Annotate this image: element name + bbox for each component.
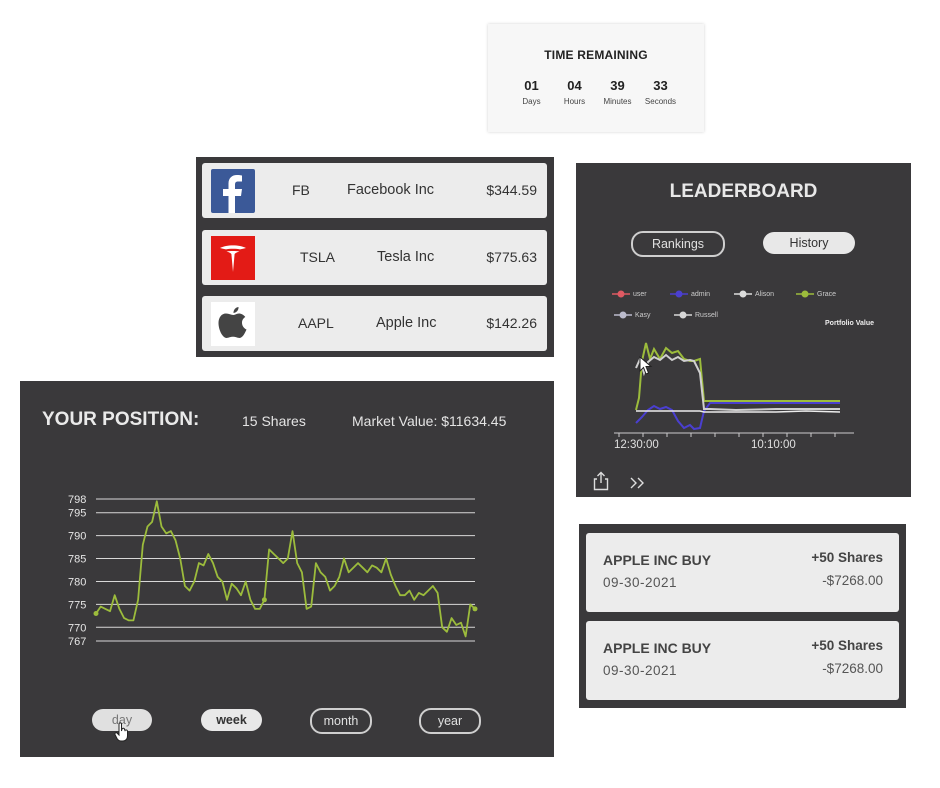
stock-name: Tesla Inc xyxy=(377,249,435,265)
range-day-button[interactable]: day xyxy=(92,709,152,731)
position-panel: YOUR POSITION: 15 Shares Market Value: $… xyxy=(20,381,554,757)
legend-label: Alison xyxy=(755,291,775,298)
stock-price: $142.26 xyxy=(486,315,537,331)
timer-seconds: 33 Seconds xyxy=(639,78,682,106)
legend-alison[interactable]: Alison xyxy=(734,290,774,300)
leaderboard-history-chart xyxy=(614,342,854,437)
legend-russell[interactable]: Russell xyxy=(674,311,718,321)
price-point xyxy=(261,597,267,603)
x-tick-label: 10:10:00 xyxy=(751,439,796,451)
market-value: Market Value: $11634.45 xyxy=(352,413,507,429)
countdown-timer: TIME REMAINING 01 Days 04 Hours 39 Minut… xyxy=(488,24,704,132)
legend-admin[interactable]: admin xyxy=(670,290,710,300)
y-tick-label: 795 xyxy=(68,508,86,520)
trade-amount: -$7268.00 xyxy=(822,573,883,588)
legend-user[interactable]: user xyxy=(612,290,647,300)
timer-units: 01 Days 04 Hours 39 Minutes 33 Seconds xyxy=(510,78,682,106)
legend-label: user xyxy=(633,291,647,298)
stock-row-aapl[interactable]: AAPL Apple Inc $142.26 xyxy=(202,296,547,351)
tesla-icon xyxy=(211,236,255,280)
stock-name: Facebook Inc xyxy=(347,182,435,198)
y-tick-label: 785 xyxy=(68,554,86,566)
legend-label: admin xyxy=(691,291,711,298)
timer-days-value: 01 xyxy=(524,78,539,93)
stock-price: $775.63 xyxy=(486,249,537,265)
price-series-line xyxy=(95,500,476,638)
trade-title: APPLE INC BUY xyxy=(603,640,712,656)
trade-shares: +50 Shares xyxy=(811,638,883,653)
share-icon[interactable] xyxy=(592,471,612,493)
x-tick-label: 12:30:00 xyxy=(614,439,659,451)
stock-row-tsla[interactable]: TSLA Tesla Inc $775.63 xyxy=(202,230,547,285)
trade-date: 09-30-2021 xyxy=(603,575,678,590)
stock-symbol: AAPL xyxy=(298,315,334,331)
leaderboard-panel: LEADERBOARD Rankings History user admin … xyxy=(576,163,911,497)
timer-minutes-value: 39 xyxy=(610,78,625,93)
tab-history[interactable]: History xyxy=(763,232,855,254)
trade-date: 09-30-2021 xyxy=(603,663,678,678)
timer-hours: 04 Hours xyxy=(553,78,596,106)
stock-symbol: FB xyxy=(292,182,310,198)
y-tick-label: 798 xyxy=(68,494,86,506)
timer-hours-label: Hours xyxy=(563,97,586,106)
stock-symbol: TSLA xyxy=(300,249,336,265)
price-point xyxy=(93,611,99,616)
apple-icon xyxy=(211,302,255,346)
trade-title: APPLE INC BUY xyxy=(603,552,712,568)
timer-minutes-label: Minutes xyxy=(603,97,632,106)
trade-shares: +50 Shares xyxy=(811,550,883,565)
range-week-button[interactable]: week xyxy=(201,709,262,731)
range-month-button[interactable]: month xyxy=(310,708,372,734)
stock-price: $344.59 xyxy=(486,182,537,198)
legend-grace[interactable]: Grace xyxy=(796,290,836,300)
timer-title: TIME REMAINING xyxy=(544,48,648,62)
y-tick-label: 780 xyxy=(68,576,86,588)
price-chart: 767 770 775 780 785 790 795 798 xyxy=(68,494,478,648)
series-grace-line xyxy=(635,342,840,411)
leaderboard-title: LEADERBOARD xyxy=(669,181,818,202)
y-tick-label: 775 xyxy=(68,599,86,611)
timer-days: 01 Days xyxy=(510,78,553,106)
y-tick-label: 770 xyxy=(68,622,86,634)
timer-seconds-label: Seconds xyxy=(644,97,677,106)
stock-row-fb[interactable]: FB Facebook Inc $344.59 xyxy=(202,163,547,218)
legend-label: Russell xyxy=(695,312,718,319)
timer-minutes: 39 Minutes xyxy=(596,78,639,106)
stock-list: FB Facebook Inc $344.59 TSLA Tesla Inc $… xyxy=(196,157,554,357)
legend-label: Grace xyxy=(817,291,837,298)
trade-item[interactable]: APPLE INC BUY 09-30-2021 +50 Shares -$72… xyxy=(586,621,899,700)
position-shares: 15 Shares xyxy=(242,413,306,429)
chart-note: Portfolio Value xyxy=(825,320,875,327)
range-year-button[interactable]: year xyxy=(419,708,481,734)
trade-history: APPLE INC BUY 09-30-2021 +50 Shares -$72… xyxy=(579,524,906,708)
series-admin-line xyxy=(635,402,840,431)
tab-rankings[interactable]: Rankings xyxy=(631,231,725,257)
series-russell-line xyxy=(636,410,841,413)
trade-amount: -$7268.00 xyxy=(822,661,883,676)
y-tick-label: 767 xyxy=(68,636,86,648)
legend-label: Kasy xyxy=(635,312,651,319)
position-title: YOUR POSITION: xyxy=(42,409,200,430)
y-tick-label: 790 xyxy=(68,531,86,543)
trade-item[interactable]: APPLE INC BUY 09-30-2021 +50 Shares -$72… xyxy=(586,533,899,612)
double-chevron-right-icon[interactable] xyxy=(628,475,650,491)
facebook-icon xyxy=(211,169,255,213)
stock-name: Apple Inc xyxy=(376,315,437,331)
series-alison-line xyxy=(635,353,840,412)
timer-seconds-value: 33 xyxy=(653,78,668,93)
timer-days-label: Days xyxy=(522,97,541,106)
legend-kasy[interactable]: Kasy xyxy=(614,311,651,321)
price-point xyxy=(472,606,478,612)
timer-hours-value: 04 xyxy=(567,78,582,93)
